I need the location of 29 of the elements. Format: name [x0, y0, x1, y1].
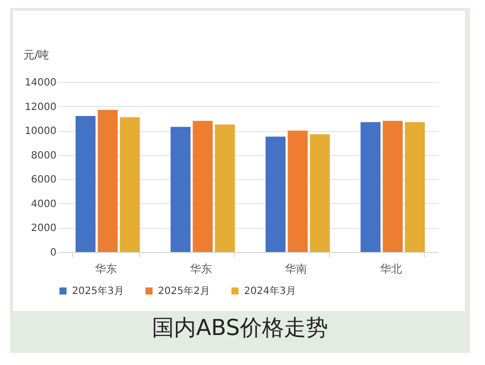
- x-tick-label: 华东: [95, 262, 117, 276]
- y-tick-label: 8000: [31, 150, 56, 162]
- x-tick-label: 华东: [190, 262, 212, 276]
- bar: [404, 122, 425, 252]
- y-tick-label: 12000: [24, 102, 56, 113]
- y-tick-label: 0: [50, 248, 56, 258]
- legend-label: 2024年3月: [244, 285, 296, 297]
- bar: [120, 117, 140, 252]
- bar: [360, 122, 381, 252]
- bar: [266, 136, 286, 252]
- text: 国内ABS价格走势: [151, 315, 329, 343]
- x-tick-label: 华北: [380, 262, 402, 276]
- y-tick-label: 6000: [31, 174, 56, 186]
- y-tick-label: 10000: [24, 126, 56, 138]
- bar: [214, 124, 235, 252]
- bar: [192, 120, 213, 252]
- bar: [382, 120, 403, 252]
- bar: [288, 130, 308, 252]
- legend-label: 2025年2月: [158, 285, 210, 297]
- bar: [170, 126, 191, 252]
- bar: [98, 110, 118, 252]
- legend-label: 2025年3月: [72, 285, 124, 297]
- x-tick-label: 华南: [285, 262, 307, 276]
- y-tick-label: 14000: [24, 78, 56, 88]
- bar: [76, 116, 96, 252]
- y-axis-title: 元/吨: [24, 48, 50, 62]
- bar: [310, 134, 330, 252]
- y-tick-label: 2000: [31, 223, 56, 234]
- y-tick-label: 4000: [31, 198, 56, 210]
